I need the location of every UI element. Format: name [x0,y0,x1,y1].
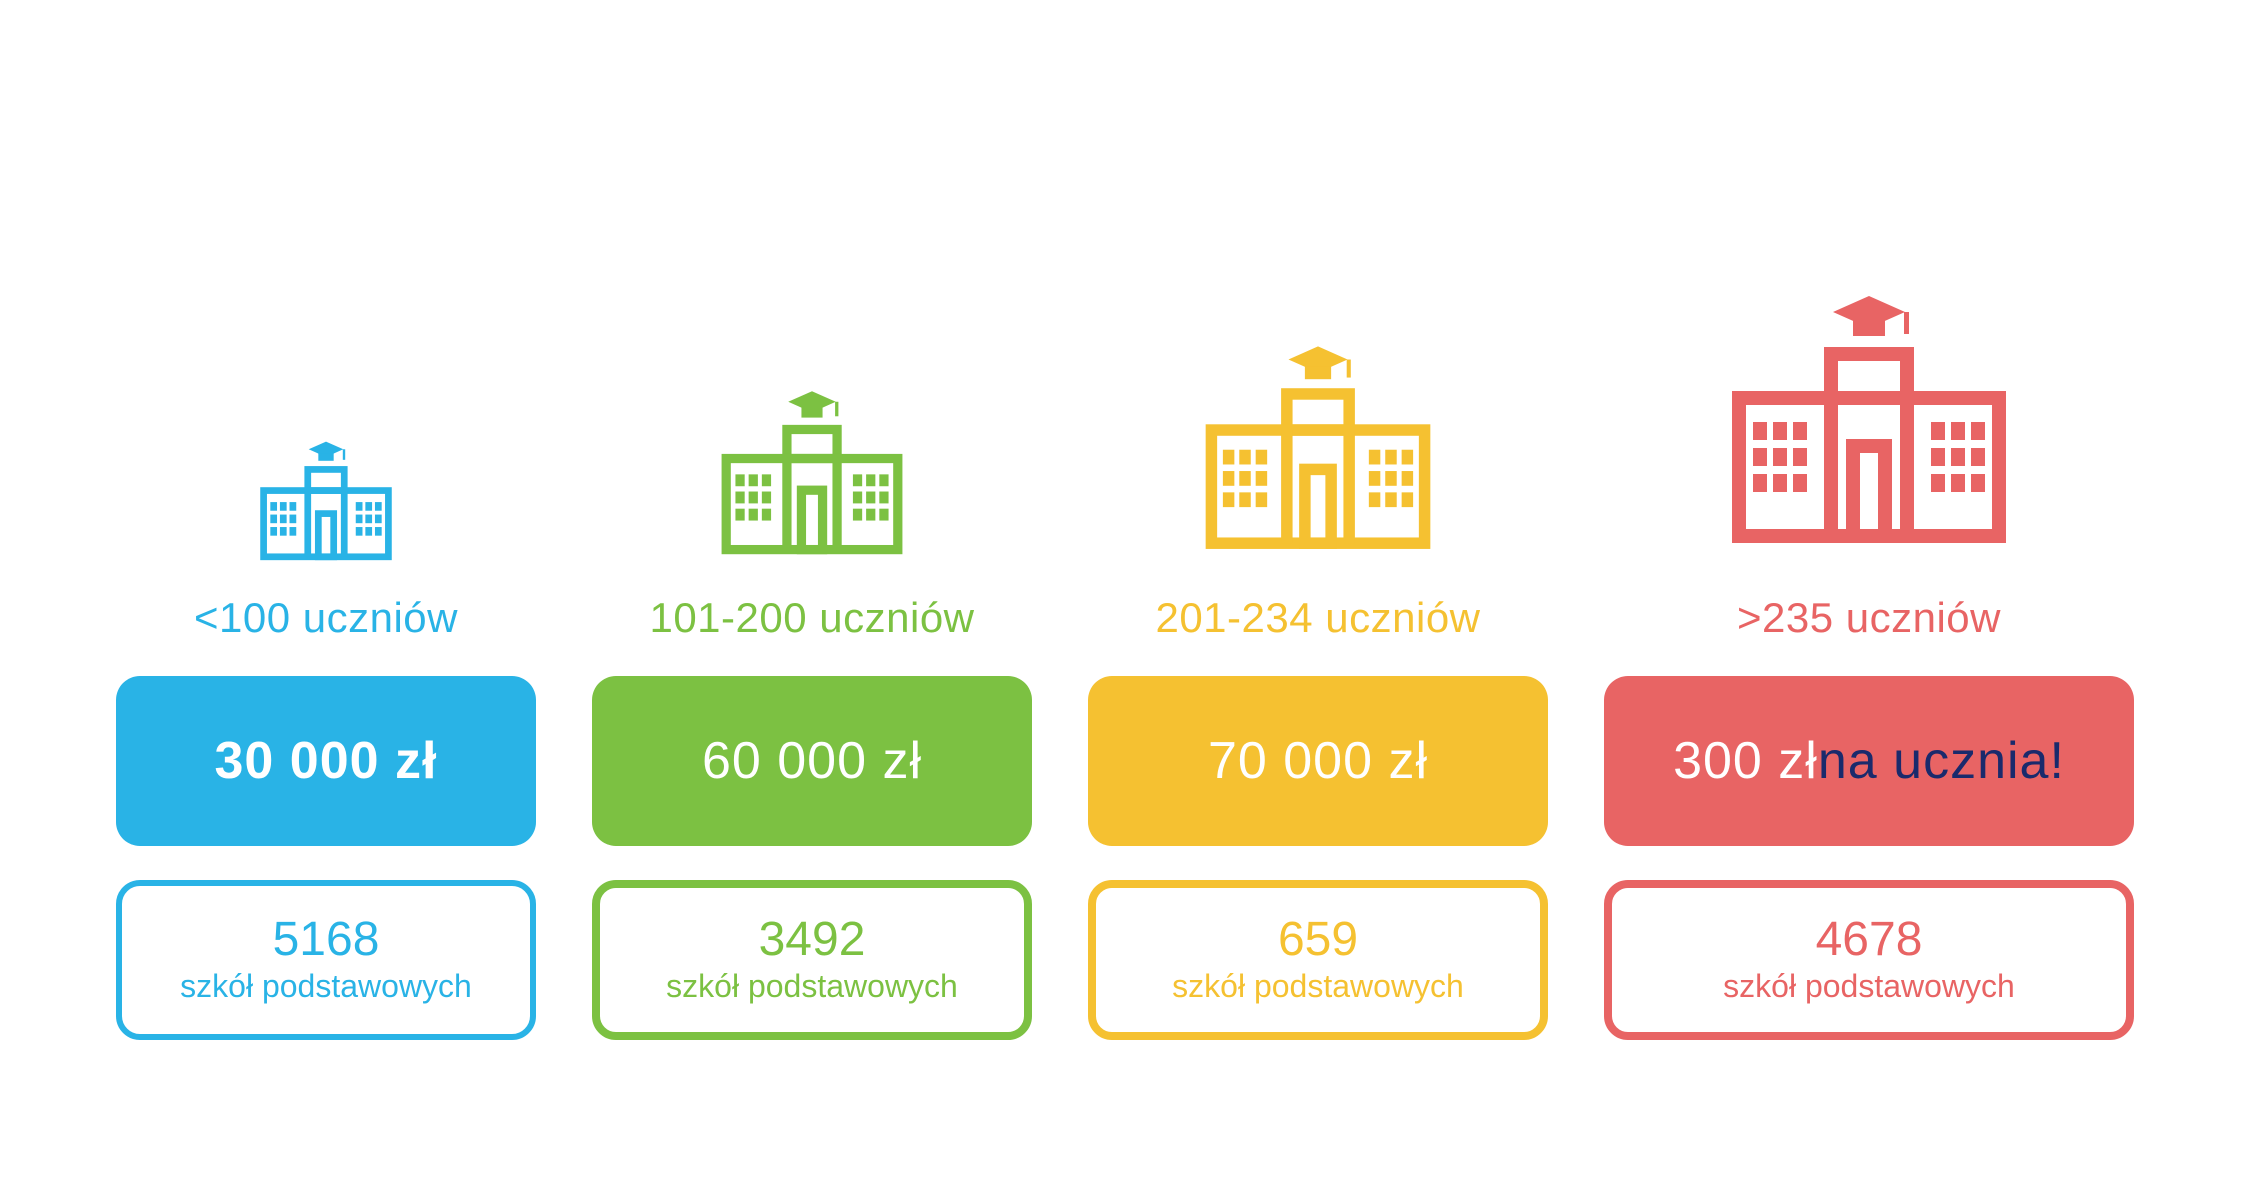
amount-text: 70 000 zł [1208,731,1428,791]
count-number: 3492 [759,914,866,967]
count-label: szkół podstawowych [666,967,958,1005]
count-number: 4678 [1816,914,1923,967]
card-tier-2: 101-200 uczniów 60 000 zł 3492 szkół pod… [592,378,1032,1040]
school-icon [1195,330,1441,576]
amount-text: 60 000 zł [702,731,922,791]
amount-box: 70 000 zł [1088,676,1548,846]
count-box: 5168 szkół podstawowych [116,880,536,1040]
card-tier-1: <100 uczniów 30 000 zł 5168 szkół podsta… [116,432,536,1040]
amount-box: 30 000 zł [116,676,536,846]
count-box: 659 szkół podstawowych [1088,880,1548,1040]
school-icon [254,432,398,576]
amount-box: 300 zł na ucznia! [1604,676,2134,846]
infographic-cards: <100 uczniów 30 000 zł 5168 szkół podsta… [116,276,2134,1040]
count-box: 3492 szkół podstawowych [592,880,1032,1040]
range-label: 101-200 uczniów [649,594,974,642]
count-label: szkół podstawowych [1172,967,1464,1005]
count-box: 4678 szkół podstawowych [1604,880,2134,1040]
count-label: szkół podstawowych [1723,967,2015,1005]
range-label: >235 uczniów [1737,594,2001,642]
card-tier-3: 201-234 uczniów 70 000 zł 659 szkół pods… [1088,330,1548,1040]
school-icon [1719,276,2019,576]
amount-box: 60 000 zł [592,676,1032,846]
amount-text: 30 000 zł [215,731,438,791]
range-label: 201-234 uczniów [1155,594,1480,642]
school-icon [713,378,911,576]
card-tier-4: >235 uczniów 300 zł na ucznia! 4678 szkó… [1604,276,2134,1040]
count-label: szkół podstawowych [180,967,472,1005]
amount-accent: na ucznia! [1818,731,2065,791]
count-number: 659 [1278,914,1358,967]
range-label: <100 uczniów [194,594,458,642]
count-number: 5168 [273,914,380,967]
amount-text: 300 zł [1673,731,1818,791]
